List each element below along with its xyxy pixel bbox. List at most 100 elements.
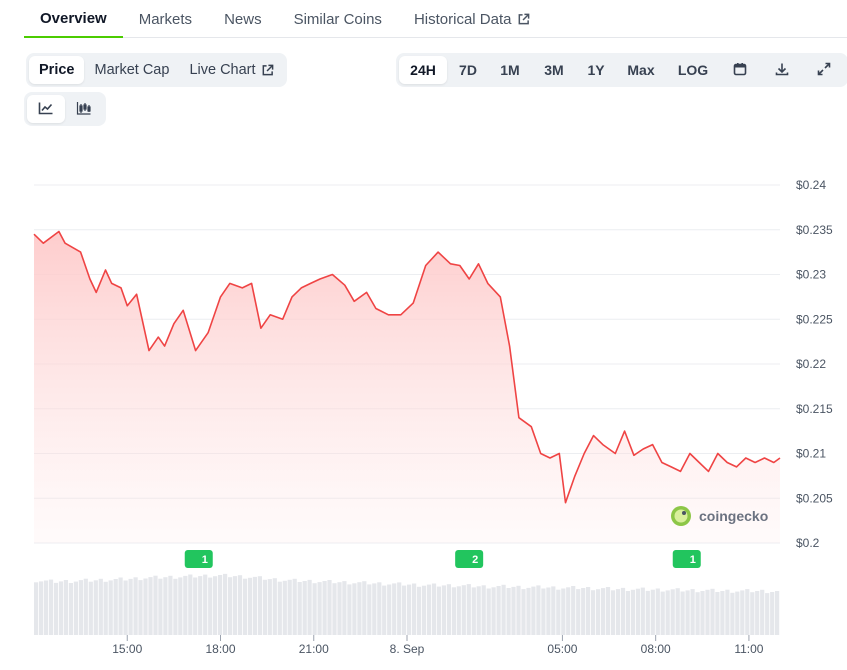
volume-bar [193,577,198,635]
fullscreen-icon [817,62,831,79]
volume-bar [665,590,670,635]
volume-bar [745,589,750,635]
tab-markets-label: Markets [138,10,193,28]
volume-bar [615,589,621,635]
volume-bar [183,575,188,635]
volume-bar [610,590,616,635]
news-count: 1 [202,554,208,566]
range-1m-button[interactable]: 1M [500,62,520,78]
range-24h-button[interactable]: 24H [399,56,447,84]
y-tick-label: $0.21 [796,447,826,461]
coingecko-logo-icon [671,506,691,526]
volume-bar [531,586,536,635]
volume-bar [372,583,377,635]
volume-bar [416,586,422,635]
volume-bar [53,582,59,635]
volume-bar [352,583,357,635]
news-marker[interactable]: 1 [184,550,213,568]
volume-bar [431,583,437,635]
candlestick-icon [76,101,92,118]
volume-bar [397,582,402,635]
volume-bar [486,588,491,635]
volume-bar [725,589,730,635]
volume-bar [740,590,745,635]
volume-bar [511,586,516,635]
range-1y-button[interactable]: 1Y [587,62,605,78]
volume-bar [93,580,98,635]
volume-bar [34,582,39,635]
tab-bar: Overview Markets News Similar Coins Hist… [24,0,847,38]
news-marker[interactable]: 1 [672,550,701,568]
line-chart-icon [38,101,54,118]
tab-historical-data[interactable]: Historical Data [398,0,547,38]
candlestick-button[interactable] [65,95,103,123]
y-tick-label: $0.215 [796,402,833,416]
price-button[interactable]: Price [29,56,85,84]
volume-bar [173,578,178,635]
volume-bar [601,588,606,635]
volume-bar [322,581,327,635]
tab-news[interactable]: News [208,0,278,38]
volume-bar [576,589,581,635]
volume-bar [536,585,541,635]
volume-bar [297,582,302,635]
volume-bar [213,576,218,635]
volume-bar [83,578,88,635]
volume-bar [685,590,690,635]
price-chart[interactable]: $0.24$0.235$0.23$0.225$0.22$0.215$0.21$0… [0,140,847,670]
volume-bar [705,589,710,635]
volume-bar [312,583,317,635]
volume-bar [362,581,367,635]
tab-markets[interactable]: Markets [123,0,208,38]
volume-bar [39,581,44,635]
log-scale-button[interactable]: LOG [677,62,709,78]
news-marker[interactable]: 2 [455,550,484,568]
volume-bar [153,575,158,635]
download-icon [775,62,789,79]
volume-bar [506,588,511,635]
volume-bar [302,581,307,635]
range-7d-button[interactable]: 7D [459,62,477,78]
volume-bar [262,579,267,635]
volume-bar [446,584,451,635]
volume-bar [257,576,262,635]
volume-bar [775,591,780,635]
volume-bar [342,581,347,635]
volume-bar [237,575,243,635]
price-area [34,231,780,543]
volume-bar [620,587,626,635]
volume-bar [43,580,49,635]
range-3m-button[interactable]: 3M [544,62,564,78]
range-max-button[interactable]: Max [627,62,655,78]
volume-bar [680,591,685,635]
volume-bar [332,583,337,635]
tab-overview[interactable]: Overview [24,0,123,38]
volume-bar [307,579,312,635]
volume-bar [466,584,471,635]
live-chart-button[interactable]: Live Chart [179,56,283,84]
news-markers: 1 2 1 [184,550,701,568]
tab-similar-coins[interactable]: Similar Coins [278,0,398,38]
news-count: 2 [472,554,478,566]
volume-bar [367,584,372,635]
volume-bar [407,584,412,635]
line-chart-button[interactable] [27,95,65,123]
volume-bar [347,584,352,635]
volume-bar [118,577,123,635]
volume-bar [163,577,168,635]
volume-bar [645,590,650,635]
market-cap-button[interactable]: Market Cap [94,62,170,78]
volume-bar [98,578,103,635]
volume-bar [471,587,476,635]
coingecko-watermark: coingecko [671,506,768,526]
tab-similar-coins-label: Similar Coins [293,10,382,28]
news-count: 1 [690,554,696,566]
volume-bar [750,592,755,635]
calendar-button[interactable] [719,56,761,84]
volume-bar [382,585,387,635]
volume-bar [715,592,720,635]
volume-bar [68,583,73,635]
fullscreen-button[interactable] [803,56,845,84]
volume-bar [456,586,461,635]
download-button[interactable] [761,56,803,84]
